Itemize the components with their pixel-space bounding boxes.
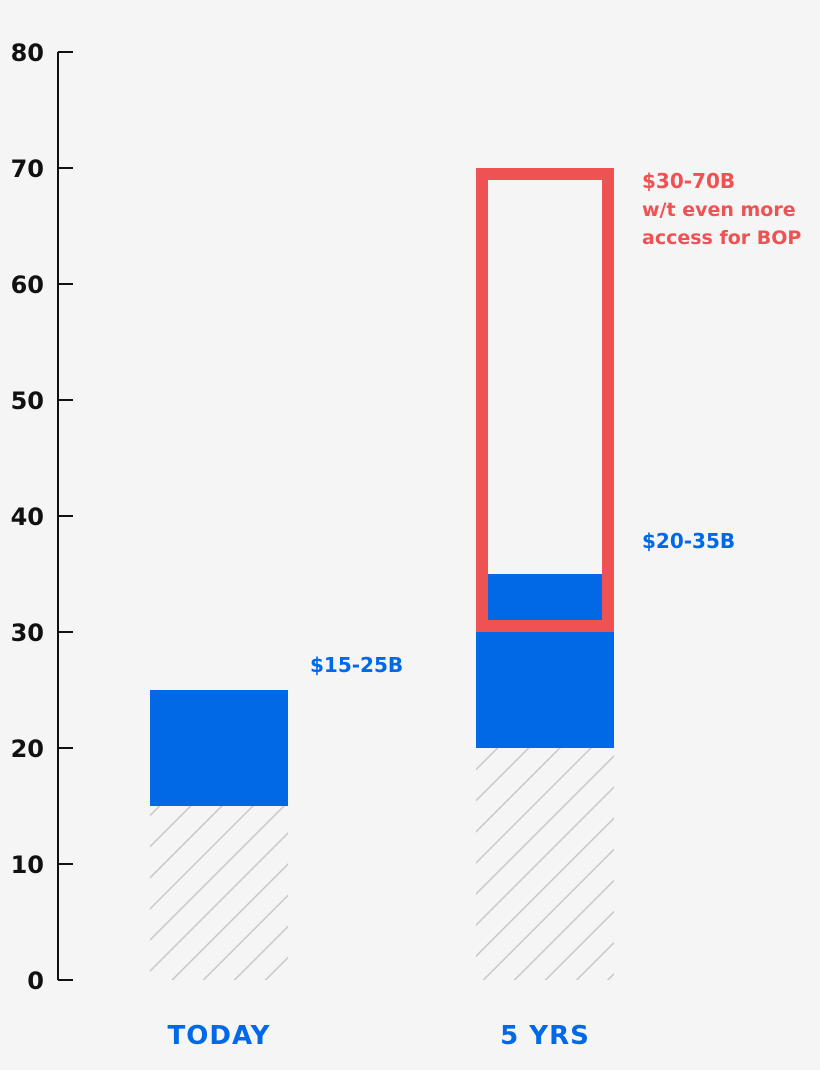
- y-tick-label-60: 60: [11, 271, 44, 299]
- y-tick-label-40: 40: [11, 503, 44, 531]
- range-label-today: $15-25B: [310, 653, 403, 677]
- y-tick-label-30: 30: [11, 619, 44, 647]
- y-tick-label-10: 10: [11, 851, 44, 879]
- category-label-today: TODAY: [168, 1021, 271, 1051]
- red-annotation-line-3: access for BOP: [642, 227, 801, 249]
- bars: [150, 168, 614, 980]
- hatched-base-5-yrs: [476, 748, 614, 980]
- range-label-5-yrs: $20-35B: [642, 529, 735, 553]
- red-annotation-line-2: w/t even more: [642, 199, 796, 221]
- red-range-box: [476, 168, 614, 632]
- y-tick-label-70: 70: [11, 155, 44, 183]
- y-tick-label-80: 80: [11, 39, 44, 67]
- hatched-base-today: [150, 806, 288, 980]
- y-tick-label-0: 0: [27, 967, 44, 995]
- labels: $15-25B $20-35B $30-70B w/t even more access…: [168, 169, 802, 1051]
- y-tick-label-20: 20: [11, 735, 44, 763]
- blue-range-bar-today: [150, 690, 288, 806]
- red-annotation-line-1: $30-70B: [642, 169, 735, 193]
- y-tick-label-50: 50: [11, 387, 44, 415]
- category-label-5-yrs: 5 YRS: [500, 1021, 590, 1051]
- y-axis: 0 10 20 30 40 50 60 70 80: [11, 39, 73, 995]
- blue-range-bar-5-yrs: [476, 574, 614, 748]
